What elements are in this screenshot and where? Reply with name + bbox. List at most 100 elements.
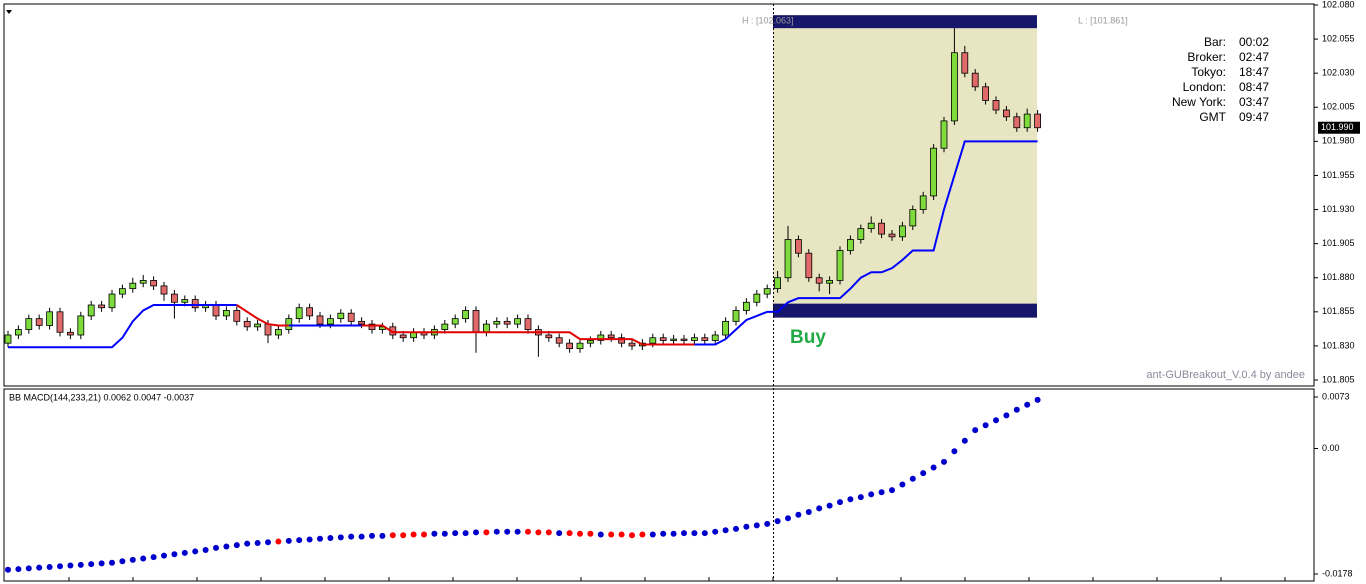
candle-body bbox=[607, 334, 615, 339]
candle-body bbox=[805, 252, 813, 279]
candle-body bbox=[98, 304, 105, 309]
macd-dot bbox=[629, 532, 635, 539]
y-tick-label: 101.855 bbox=[1322, 306, 1355, 316]
candle-body bbox=[1023, 113, 1031, 129]
candle-body bbox=[233, 310, 241, 322]
candle-body bbox=[763, 288, 771, 295]
macd-dot bbox=[441, 530, 448, 537]
y-tick-label: 101.955 bbox=[1322, 170, 1355, 180]
candle-body bbox=[77, 315, 85, 336]
candle-body bbox=[35, 318, 43, 326]
candle-body bbox=[170, 293, 178, 303]
clock-value: 09:47 bbox=[1239, 110, 1269, 124]
panel-icon bbox=[6, 10, 12, 14]
macd-dot bbox=[941, 458, 947, 465]
candle-body bbox=[25, 318, 33, 330]
macd-dot bbox=[400, 532, 407, 539]
macd-dot bbox=[25, 565, 32, 572]
macd-dot bbox=[337, 534, 344, 541]
range-low-band bbox=[773, 303, 1037, 318]
macd-dot bbox=[545, 529, 552, 536]
clock-value: 03:47 bbox=[1239, 95, 1269, 109]
macd-dot bbox=[618, 531, 625, 538]
candle-body bbox=[691, 337, 698, 341]
macd-dot bbox=[181, 549, 188, 556]
macd-dot bbox=[1034, 396, 1041, 403]
macd-dot bbox=[379, 532, 386, 539]
macd-dot bbox=[77, 561, 84, 568]
candle-body bbox=[930, 147, 937, 197]
candle-body bbox=[836, 250, 844, 281]
clock-label: Tokyo: bbox=[1191, 65, 1226, 79]
trail-line bbox=[8, 140, 1038, 349]
macd-dot bbox=[577, 530, 583, 537]
dots-layer bbox=[5, 396, 1041, 573]
candle-body bbox=[670, 338, 677, 341]
candle-body bbox=[597, 334, 605, 341]
macd-dot bbox=[161, 552, 167, 559]
candle-body bbox=[618, 337, 625, 344]
candle-body bbox=[56, 311, 64, 333]
candle-body bbox=[857, 228, 865, 240]
candle-body bbox=[971, 72, 979, 88]
clock-value: 08:47 bbox=[1239, 80, 1269, 94]
candle-body bbox=[160, 285, 168, 295]
clock-value: 00:02 bbox=[1239, 35, 1269, 49]
candle-body bbox=[1003, 109, 1010, 118]
macd-dot bbox=[473, 529, 479, 536]
macd-dot bbox=[525, 528, 531, 535]
macd-dot bbox=[847, 496, 854, 503]
candles-layer bbox=[4, 28, 1041, 357]
candle-body bbox=[919, 195, 927, 210]
candle-body bbox=[680, 338, 688, 341]
macd-dot bbox=[296, 537, 303, 544]
clock-label: GMT bbox=[1199, 110, 1226, 124]
macd-dot bbox=[961, 437, 968, 444]
candle-body bbox=[982, 86, 989, 101]
macd-dot bbox=[597, 531, 604, 538]
clock-label: Bar: bbox=[1204, 35, 1226, 49]
price-tag-label: 101.990 bbox=[1321, 122, 1354, 132]
macd-dot bbox=[556, 530, 563, 537]
candle-body bbox=[826, 280, 833, 284]
macd-dot bbox=[826, 502, 833, 509]
trail-line bbox=[236, 304, 695, 346]
labels-layer: 102.080 102.055 102.030 102.005 101.980 101.9… bbox=[9, 0, 1360, 581]
candle-body bbox=[181, 299, 189, 303]
macd-dot bbox=[410, 531, 417, 538]
watermark: ant-GUBreakout_V.0.4 by andee bbox=[1146, 369, 1305, 381]
y-tick-label: -0.0178 bbox=[1322, 568, 1353, 578]
macd-dot bbox=[223, 543, 230, 550]
candle-body bbox=[722, 320, 729, 336]
y-tick-label: 102.080 bbox=[1322, 0, 1355, 9]
macd-dot bbox=[608, 531, 615, 538]
indicator-title: BB MACD(144,233,21) 0.0062 0.0047 -0.003… bbox=[9, 392, 194, 402]
candle-body bbox=[514, 318, 521, 325]
y-tick-label: 101.830 bbox=[1322, 340, 1355, 350]
macd-dot bbox=[982, 422, 989, 429]
macd-dot bbox=[119, 558, 126, 565]
macd-dot bbox=[421, 531, 427, 538]
candle-body bbox=[254, 323, 262, 328]
candle-body bbox=[992, 100, 1000, 111]
macd-dot bbox=[587, 530, 594, 537]
candle-body bbox=[909, 209, 917, 227]
candle-body bbox=[576, 342, 584, 350]
macd-dot bbox=[535, 529, 542, 536]
macd-dot bbox=[462, 530, 469, 537]
candle-body bbox=[119, 288, 126, 295]
candle-body bbox=[815, 277, 823, 284]
macd-dot bbox=[722, 527, 729, 534]
candle-body bbox=[774, 277, 781, 290]
candle-body bbox=[951, 52, 958, 122]
macd-dot bbox=[733, 525, 739, 532]
y-tick-label: 0.00 bbox=[1322, 443, 1340, 453]
candle-body bbox=[566, 342, 573, 350]
macd-dot bbox=[660, 530, 667, 537]
candle-body bbox=[67, 331, 74, 336]
y-tick-label: 101.930 bbox=[1322, 204, 1355, 214]
clock-value: 02:47 bbox=[1239, 50, 1269, 64]
macd-dot bbox=[275, 538, 282, 545]
candle-body bbox=[87, 304, 95, 317]
